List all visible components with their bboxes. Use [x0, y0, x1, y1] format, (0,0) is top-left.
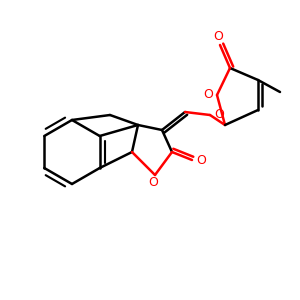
Text: O: O [214, 109, 224, 122]
Text: O: O [148, 176, 158, 190]
Text: O: O [213, 31, 223, 44]
Text: O: O [196, 154, 206, 166]
Text: O: O [203, 88, 213, 101]
